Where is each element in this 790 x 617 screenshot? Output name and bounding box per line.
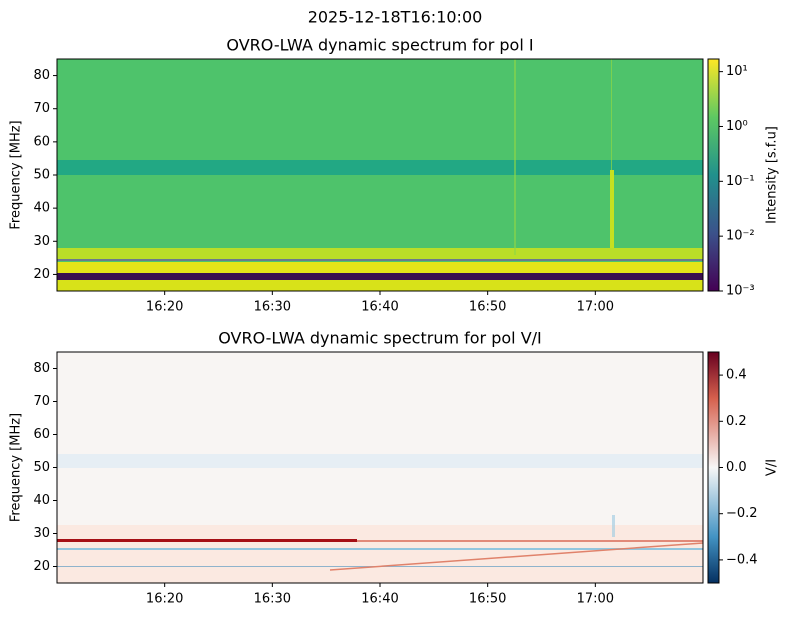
colorbar [707, 351, 720, 584]
x-tick-label: 16:50 [469, 592, 506, 607]
x-tick-label: 16:30 [254, 300, 291, 315]
colorbar-tick-label: 10⁻¹ [726, 174, 755, 189]
colorbar-tick-label: 0.4 [726, 368, 747, 383]
y-tick-label: 40 [33, 201, 50, 216]
x-tick-label: 16:30 [254, 592, 291, 607]
y-tick-label: 70 [33, 101, 50, 116]
axes-title: OVRO-LWA dynamic spectrum for pol V/I [218, 329, 542, 348]
y-tick-label: 60 [33, 134, 50, 149]
heatmap-image [57, 352, 704, 583]
y-tick-label: 80 [33, 361, 50, 376]
x-tick-label: 17:00 [577, 592, 614, 607]
y-tick-label: 20 [33, 559, 50, 574]
y-tick-label: 40 [33, 493, 50, 508]
x-tick-label: 16:50 [469, 300, 506, 315]
y-tick-label: 60 [33, 427, 50, 442]
x-tick-label: 16:20 [146, 300, 183, 315]
colorbar-tick-label: 10⁰ [726, 119, 748, 134]
y-tick-label: 80 [33, 68, 50, 83]
y-tick-label: 30 [33, 526, 50, 541]
colorbar-tick-label: −0.2 [726, 506, 758, 521]
colorbar-tick-label: 10⁻³ [726, 284, 755, 299]
y-tick-label: 70 [33, 394, 50, 409]
colorbar-tick-label: 0.0 [726, 460, 747, 475]
y-tick-label: 50 [33, 460, 50, 475]
y-tick-label: 50 [33, 168, 50, 183]
y-tick-label: 20 [33, 267, 50, 282]
x-tick-label: 16:20 [146, 592, 183, 607]
colorbar-tick-label: 10¹ [726, 64, 748, 79]
colorbar [707, 58, 720, 292]
y-tick-label: 30 [33, 234, 50, 249]
colorbar-label: V/I [765, 459, 780, 476]
colorbar-tick-label: −0.4 [726, 552, 758, 567]
axes-title: OVRO-LWA dynamic spectrum for pol I [226, 36, 533, 55]
x-tick-label: 17:00 [577, 300, 614, 315]
figure-title: 2025-12-18T16:10:00 [308, 8, 483, 27]
y-axis-label: Frequency [MHz] [9, 120, 24, 229]
x-tick-label: 16:40 [361, 300, 398, 315]
colorbar-tick-label: 0.2 [726, 414, 747, 429]
colorbar-label: Intensity [s.f.u] [765, 126, 780, 224]
y-axis-label: Frequency [MHz] [9, 413, 24, 522]
x-tick-label: 16:40 [361, 592, 398, 607]
heatmap-image [57, 59, 703, 291]
colorbar-tick-label: 10⁻² [726, 229, 755, 244]
